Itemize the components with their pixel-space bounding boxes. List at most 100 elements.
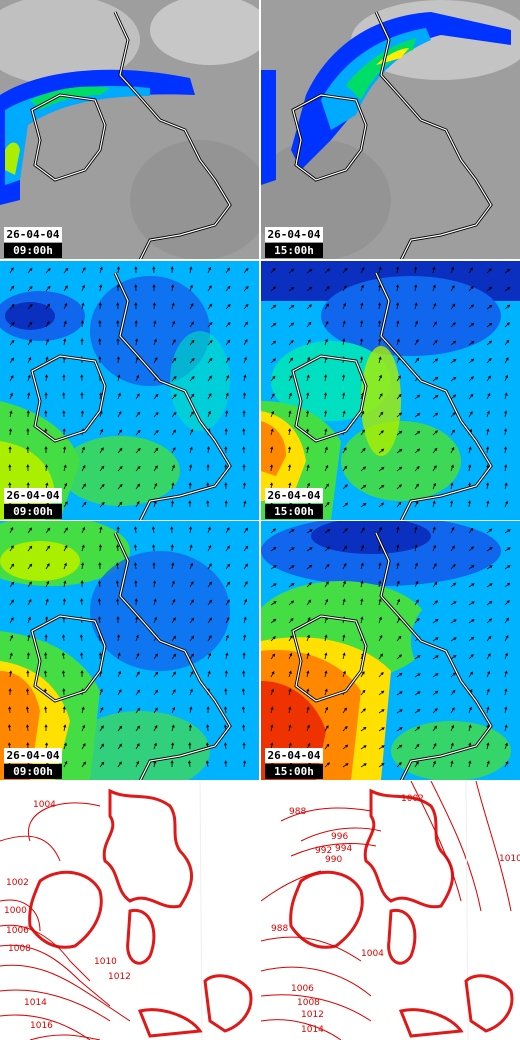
date-label: 26-04-04: [4, 227, 62, 242]
time-label: 09:00h: [4, 764, 62, 779]
wind-arrow: [504, 760, 509, 768]
cloud-panel-0900: 26-04-04 09:00h: [0, 0, 259, 259]
wind-arrow: [288, 635, 293, 642]
wind-arrow: [450, 266, 454, 274]
wind-arrow: [171, 598, 176, 606]
wind-arrow: [468, 267, 473, 274]
wind-arrow: [414, 302, 418, 310]
wind-arrow: [468, 636, 475, 642]
wind-arrow: [189, 284, 193, 292]
wind-arrow: [81, 284, 85, 292]
wind-arrow: [468, 285, 474, 292]
wind-arrow: [287, 446, 292, 454]
wind-arrow: [134, 598, 138, 606]
wind-arrow: [288, 322, 295, 328]
wind-arrow: [288, 688, 292, 696]
wind-arrow: [153, 447, 159, 454]
wind-arrow: [27, 267, 33, 274]
wind-arrow: [360, 726, 367, 732]
wind-arrow: [133, 562, 138, 570]
wind-arrow: [171, 284, 175, 292]
isobar-label: 1004: [33, 800, 56, 810]
wind-arrow: [414, 761, 419, 768]
wind-arrow: [342, 392, 346, 400]
wind-arrow: [414, 448, 421, 454]
wind-arrow: [152, 544, 156, 552]
wind-arrow: [135, 652, 140, 660]
wind-arrow: [288, 600, 295, 606]
isobar-label: 994: [335, 844, 352, 854]
wind-arrow: [450, 742, 454, 750]
wind-arrow: [396, 562, 400, 570]
wind-arrow: [270, 267, 276, 274]
wind-arrow: [378, 653, 383, 660]
wind-arrow: [241, 688, 246, 696]
wind-arrow: [288, 268, 295, 274]
wind-arrow: [63, 464, 67, 472]
wind-arrow: [468, 304, 475, 310]
wind-arrow: [153, 320, 157, 328]
wind-arrow: [189, 706, 193, 714]
wind-arrow: [396, 635, 402, 642]
wind-arrow: [8, 688, 12, 696]
wind-arrow: [171, 653, 177, 660]
wind-arrow: [243, 616, 247, 624]
wind-arrow: [9, 339, 15, 346]
wind-arrow: [171, 617, 176, 624]
wind-arrow: [504, 322, 510, 328]
wind-arrow: [342, 545, 348, 552]
wind-arrow: [486, 706, 490, 714]
wind-arrow: [360, 429, 365, 436]
isobar-label: 1012: [301, 1010, 324, 1020]
wind-arrow: [26, 688, 30, 696]
wind-arrow: [189, 599, 194, 606]
wind-arrow: [134, 302, 138, 310]
wind-arrow: [432, 321, 437, 328]
wind-arrow: [396, 448, 403, 454]
wind-arrow: [153, 616, 158, 624]
wind-map: [261, 521, 520, 780]
cloud-panel-1500: 26-04-04 15:00h: [261, 0, 520, 259]
wind-arrow: [359, 338, 364, 346]
wind-arrow: [324, 320, 329, 328]
wind-arrow: [504, 304, 511, 310]
isobar-label: 1012: [108, 972, 131, 982]
wind-arrow: [324, 762, 331, 768]
wind-arrow: [153, 689, 159, 696]
wind-arrow: [242, 760, 247, 768]
wind-arrow: [468, 760, 472, 768]
wind-arrow: [243, 374, 247, 382]
wind-arrow: [207, 544, 212, 552]
wind-arrow: [224, 428, 228, 436]
wind-arrow: [432, 708, 438, 714]
wind-arrow: [98, 302, 102, 310]
wind-arrow: [80, 410, 84, 418]
wind-arrow: [396, 302, 400, 310]
wind-arrow: [306, 724, 310, 732]
wind-arrow: [207, 617, 213, 624]
wind-arrow: [81, 446, 85, 454]
isobar-label: 996: [331, 832, 348, 842]
wind-arrow: [468, 601, 475, 606]
wind-arrow: [133, 544, 137, 552]
wind-arrow: [378, 466, 385, 472]
wind-arrow: [504, 706, 508, 714]
wind-arrow: [80, 652, 84, 660]
wind-arrow: [270, 653, 276, 660]
wind-arrow: [152, 302, 156, 310]
wind-arrow: [44, 724, 48, 732]
wind-map: [0, 521, 259, 780]
wind-arrow: [360, 484, 367, 490]
wind-arrow: [224, 706, 228, 714]
wind-arrow: [504, 464, 508, 472]
wind-arrow: [288, 670, 292, 678]
wind-arrow: [270, 601, 277, 606]
wind-arrow: [486, 322, 493, 328]
wind-arrow: [207, 321, 213, 328]
wind-arrow: [99, 428, 104, 436]
wind-arrow: [9, 410, 13, 418]
wind-arrow: [432, 600, 439, 606]
wind-arrow: [270, 428, 274, 436]
wind-arrow: [378, 727, 385, 732]
